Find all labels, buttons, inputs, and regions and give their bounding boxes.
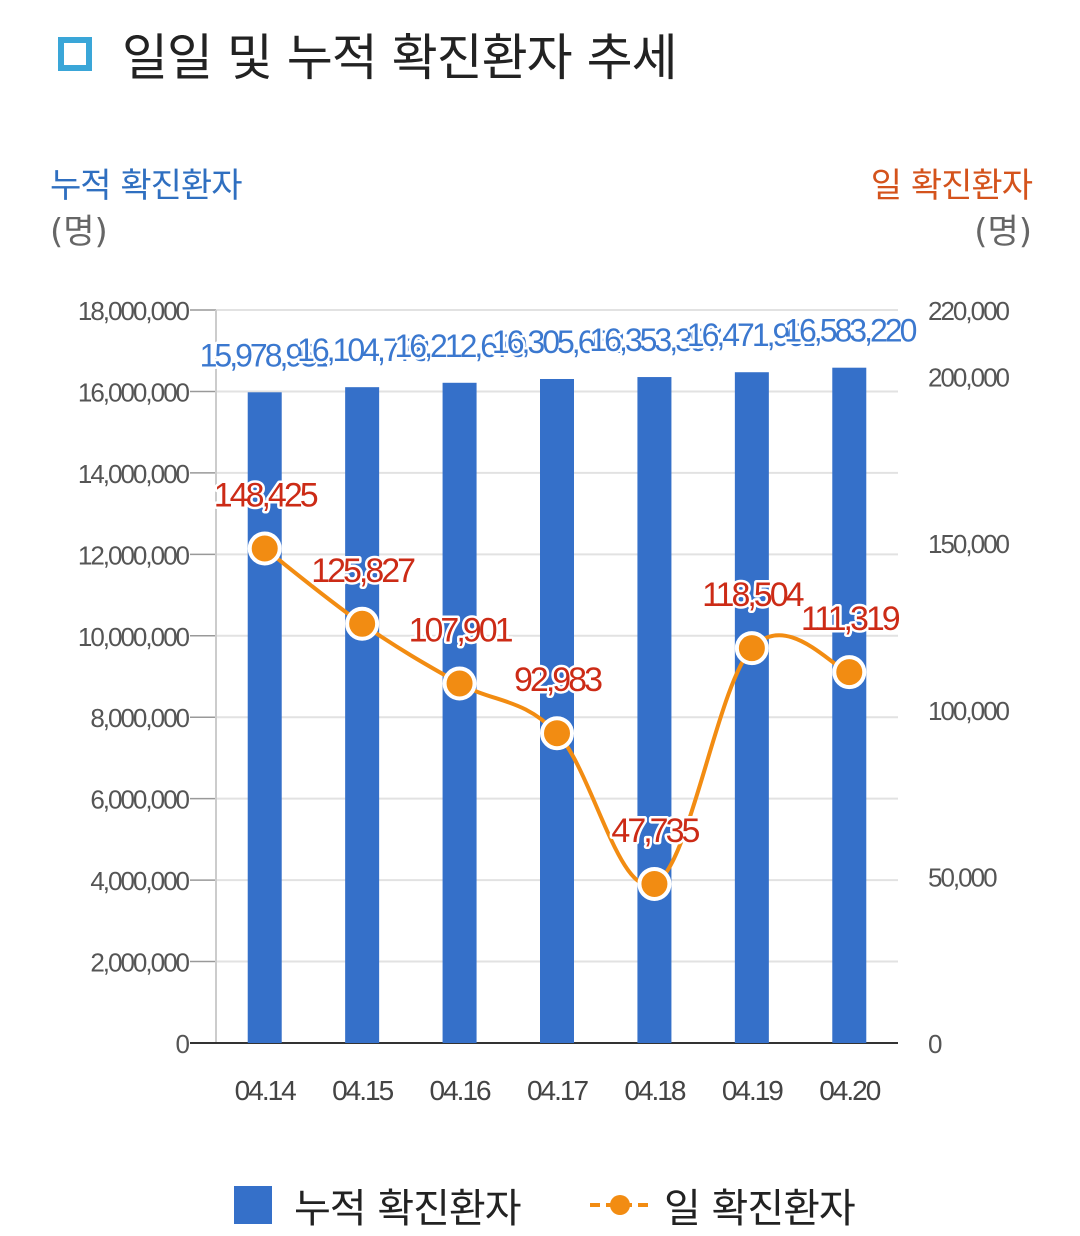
bar <box>637 377 672 1043</box>
right-tick-label: 220,000 <box>928 296 1010 326</box>
right-tick-label: 150,000 <box>928 529 1010 559</box>
line-value-label: 118,504 <box>702 576 803 614</box>
line-value-label: 111,319 <box>801 600 900 638</box>
x-tick-label: 04.20 <box>819 1075 880 1106</box>
title-row: 일일 및 누적 확진환자 추세 <box>58 14 678 94</box>
bar-value-label: 16,471,901 <box>687 317 819 353</box>
x-tick-label: 04.18 <box>624 1075 685 1106</box>
left-tick-label: 18,000,000 <box>78 296 190 326</box>
x-tick-label: 04.17 <box>527 1075 588 1106</box>
bar <box>734 372 769 1043</box>
right-axis-title: 일 확진환자 <box>870 166 1033 206</box>
left-tick-label: 12,000,000 <box>78 540 190 570</box>
x-tick-label: 04.15 <box>332 1075 393 1106</box>
right-tick-label: 50,000 <box>928 862 997 892</box>
bar-value-label: 15,978,951 <box>200 337 332 373</box>
legend-bar-swatch <box>234 1186 272 1224</box>
left-tick-label: 2,000,000 <box>90 948 189 978</box>
bar-value-label: 16,583,220 <box>784 313 916 349</box>
right-tick-label: 0 <box>928 1029 942 1059</box>
line-point <box>442 666 477 701</box>
bar-value-label: 16,212,679 <box>394 328 526 364</box>
page-title: 일일 및 누적 확진환자 추세 <box>122 29 678 87</box>
right-tick-label: 200,000 <box>928 363 1010 393</box>
x-tick-label: 04.14 <box>235 1075 296 1106</box>
left-axis-unit: (명) <box>50 212 108 252</box>
right-axis-unit: (명) <box>974 212 1032 252</box>
left-tick-label: 10,000,000 <box>78 622 190 652</box>
bar <box>345 387 380 1044</box>
bar <box>442 382 477 1043</box>
legend-bar-item: 누적 확진환자 <box>234 1178 522 1232</box>
left-tick-label: 16,000,000 <box>78 377 190 407</box>
line-point <box>540 716 574 751</box>
combo-chart: 0 2,000,000 4,000,000 6,000,000 8,000,000 10,… <box>78 296 1012 1106</box>
line-point <box>832 655 867 690</box>
line-point <box>637 866 672 901</box>
bar-value-label: 16,353,397 <box>589 322 721 358</box>
left-axis-title: 누적 확진환자 <box>50 166 242 206</box>
x-tick-label: 04.16 <box>430 1075 491 1106</box>
legend-bar-label: 누적 확진환자 <box>294 1186 522 1232</box>
line-value-label: 47,735 <box>611 812 699 850</box>
bar <box>247 392 282 1043</box>
bar-value-label: 16,305,662 <box>492 324 624 360</box>
line-value-label: 92,983 <box>514 661 602 699</box>
left-tick-label: 8,000,000 <box>90 703 189 733</box>
bar <box>832 367 867 1043</box>
bar <box>540 378 574 1044</box>
left-tick-label: 14,000,000 <box>78 459 190 489</box>
left-tick-label: 0 <box>176 1029 190 1059</box>
line-value-label: 107,901 <box>409 611 513 649</box>
bar-value-label: 16,104,778 <box>297 332 429 368</box>
left-tick-label: 4,000,000 <box>90 866 189 896</box>
legend-line-label: 일 확진환자 <box>664 1186 856 1232</box>
line-point <box>734 631 769 666</box>
legend-line-swatch <box>590 1195 650 1215</box>
left-tick-label: 6,000,000 <box>90 785 189 815</box>
line-point <box>247 531 282 566</box>
x-tick-label: 04.19 <box>722 1075 783 1106</box>
line-value-label: 148,425 <box>214 476 318 514</box>
legend-line-item: 일 확진환자 <box>588 1178 856 1232</box>
line-value-label: 125,827 <box>311 552 415 590</box>
right-tick-label: 100,000 <box>928 696 1010 726</box>
line-point <box>345 606 380 641</box>
title-square-icon <box>58 37 92 71</box>
